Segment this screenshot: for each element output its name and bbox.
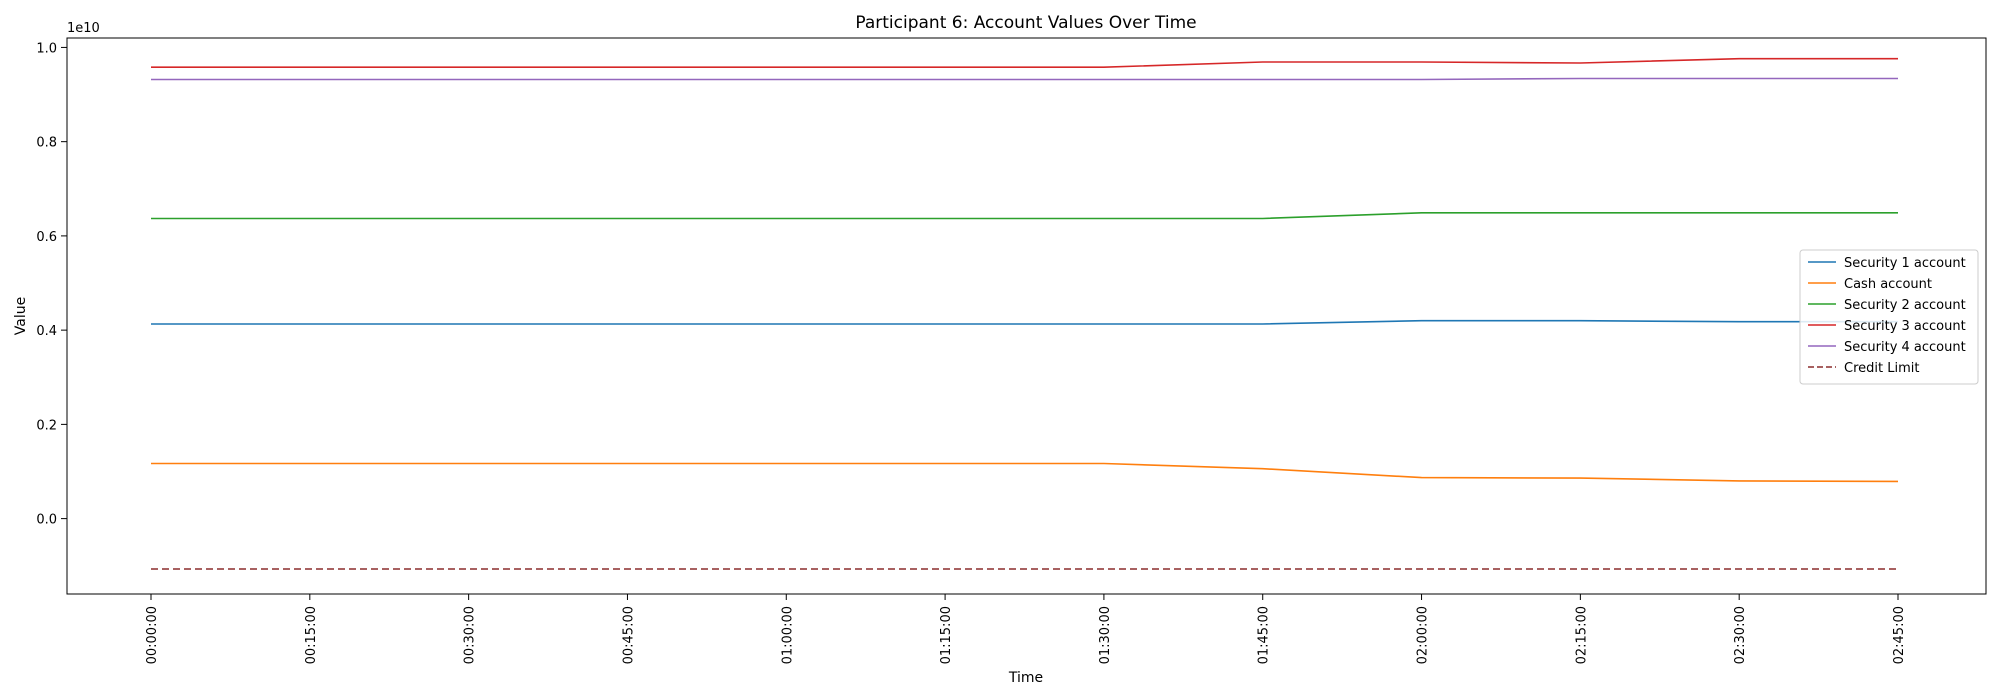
legend-label: Cash account (1844, 277, 1932, 292)
x-tick-label: 00:00:00 (145, 606, 160, 664)
x-tick-label: 01:45:00 (1257, 606, 1272, 664)
x-tick-label: 00:15:00 (304, 606, 319, 664)
x-tick-label: 01:30:00 (1098, 606, 1113, 664)
legend-label: Security 1 account (1844, 256, 1966, 271)
legend-box (1799, 249, 1979, 385)
x-tick-label: 00:45:00 (621, 606, 636, 664)
x-tick-label: 02:15:00 (1574, 606, 1589, 664)
legend-label: Security 4 account (1844, 340, 1966, 355)
y-tick-label: 0.6 (36, 230, 57, 245)
x-tick-label: 02:45:00 (1892, 606, 1907, 664)
plot-area: 0.0 0.2 0.4 0.6 0.8 1.0 00:00:00 00:15:00 00:30:… (36, 41, 1907, 664)
y-offset-label: 1e10 (67, 21, 100, 36)
chart-title: Participant 6: Account Values Over Time (855, 13, 1196, 33)
plot-frame (66, 37, 1987, 595)
x-tick-label: 02:00:00 (1416, 606, 1431, 664)
y-axis-title: Value (13, 297, 29, 335)
x-axis-title: Time (1008, 670, 1043, 686)
x-tick-label: 01:15:00 (939, 606, 954, 664)
legend-label: Credit Limit (1844, 361, 1919, 376)
y-tick-label: 0.8 (36, 136, 57, 151)
x-tick-label: 01:00:00 (780, 606, 795, 664)
series-line-security-1-account (151, 319, 1898, 325)
y-tick-label: 1.0 (36, 41, 57, 56)
legend: Security 1 account Cash account Security 2… (1799, 249, 1979, 385)
y-tick-label: 0.2 (36, 418, 57, 433)
x-tick-label: 00:30:00 (463, 606, 478, 664)
series-line-security-3-account (151, 57, 1898, 68)
legend-label: Security 2 account (1844, 298, 1966, 313)
y-tick-label: 0.4 (36, 324, 57, 339)
series-line-security-2-account (151, 212, 1898, 220)
series-line-cash-account (151, 462, 1899, 483)
y-tick-label: 0.0 (36, 513, 57, 528)
x-tick-label: 02:30:00 (1733, 606, 1748, 664)
legend-label: Security 3 account (1844, 319, 1966, 334)
series-line-security-4-account (151, 77, 1898, 81)
